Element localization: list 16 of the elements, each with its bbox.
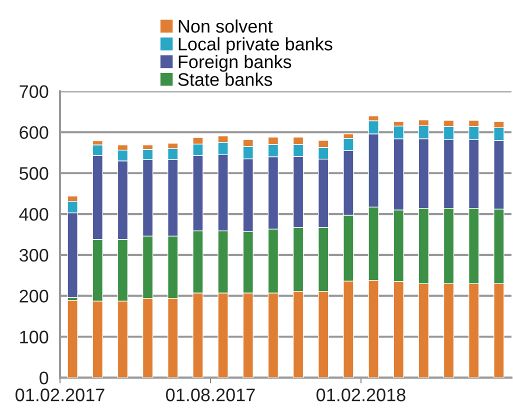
y-tick-label: 500 <box>20 167 48 180</box>
y-tick-label: 300 <box>19 248 48 262</box>
y-tick-label: 700 <box>20 85 48 98</box>
y-tick-label: 200 <box>20 290 48 303</box>
y-tick-label: 100 <box>20 330 48 344</box>
legend-label: State banks <box>178 72 272 86</box>
legend-label: Foreign banks <box>178 54 292 72</box>
y-tick-label: 0 <box>40 372 48 384</box>
legend-label: Local private banks <box>178 37 332 54</box>
x-tick-label: 01.08.2017 <box>166 388 255 402</box>
x-tick-label: 01.02.2018 <box>316 388 406 402</box>
x-tick-label: 01.02.2017 <box>16 388 104 402</box>
bar <box>67 300 78 378</box>
y-tick-label: 400 <box>19 208 48 221</box>
legend-label: Non solvent <box>178 19 273 33</box>
y-tick-label: 600 <box>20 126 48 139</box>
